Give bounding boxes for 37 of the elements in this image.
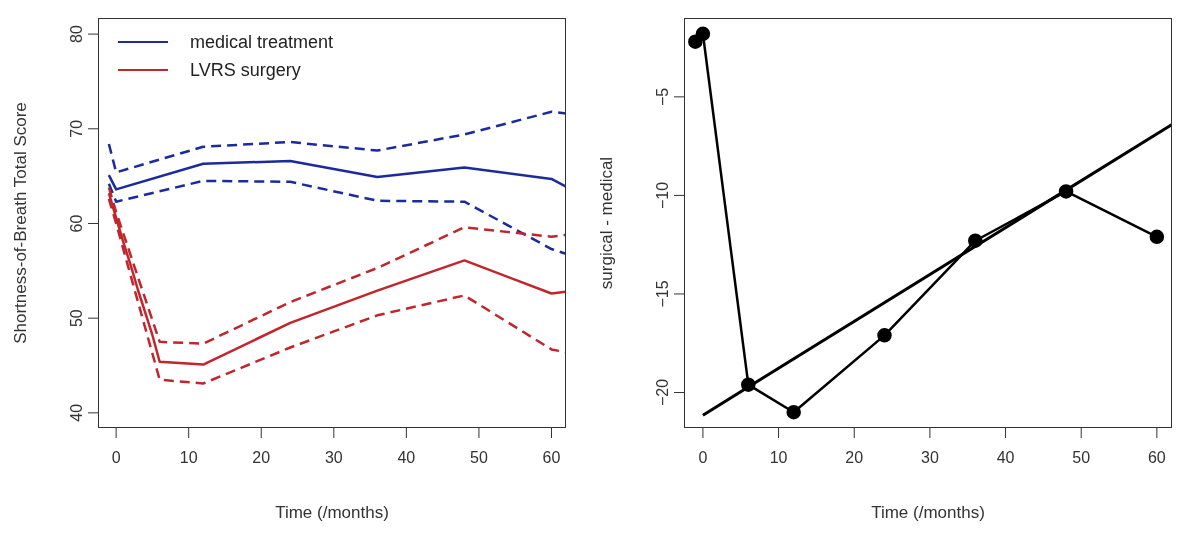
point: [968, 233, 983, 248]
y-tick-label: −15: [654, 280, 671, 308]
x-tick-label: 60: [542, 449, 561, 467]
x-tick-label: 30: [324, 449, 343, 467]
x-axis-title: Time (/months): [275, 503, 389, 522]
x-tick-label: 20: [252, 449, 271, 467]
point: [1058, 184, 1074, 199]
x-tick-label: 0: [111, 449, 121, 467]
x-tick-label: 50: [470, 449, 488, 467]
point: [786, 404, 801, 420]
line-series: [107, 110, 566, 174]
y-tick-label: 70: [68, 119, 85, 138]
x-tick-label: 10: [179, 449, 198, 467]
x-tick-label: 0: [698, 449, 708, 467]
x-tick-label: 60: [1147, 449, 1166, 467]
y-axis-title: surgical - medical: [597, 156, 617, 290]
y-tick-label: 50: [68, 309, 85, 328]
point: [695, 26, 711, 42]
point: [877, 328, 892, 343]
x-tick-label: 50: [1072, 449, 1091, 467]
y-tick-label: −20: [654, 378, 671, 407]
point: [1149, 229, 1165, 245]
y-tick-label: 60: [68, 214, 85, 233]
y-tick-label: −5: [654, 87, 671, 106]
y-tick-label: −10: [654, 181, 671, 209]
x-tick-label: 30: [920, 449, 939, 467]
x-tick-label: 40: [397, 449, 416, 467]
y-axis-title: Shortness-of-Breath Total Score: [11, 102, 31, 344]
y-tick-label: 40: [68, 403, 85, 422]
y-tick-label: 80: [68, 25, 85, 43]
legend-label: LVRS surgery: [190, 59, 301, 81]
x-tick-label: 10: [769, 449, 788, 467]
x-tick-label: 40: [996, 449, 1015, 467]
point: [741, 377, 756, 392]
legend-label: medical treatment: [190, 31, 334, 53]
x-tick-label: 20: [845, 449, 864, 467]
x-axis-title: Time (/months): [871, 503, 985, 522]
